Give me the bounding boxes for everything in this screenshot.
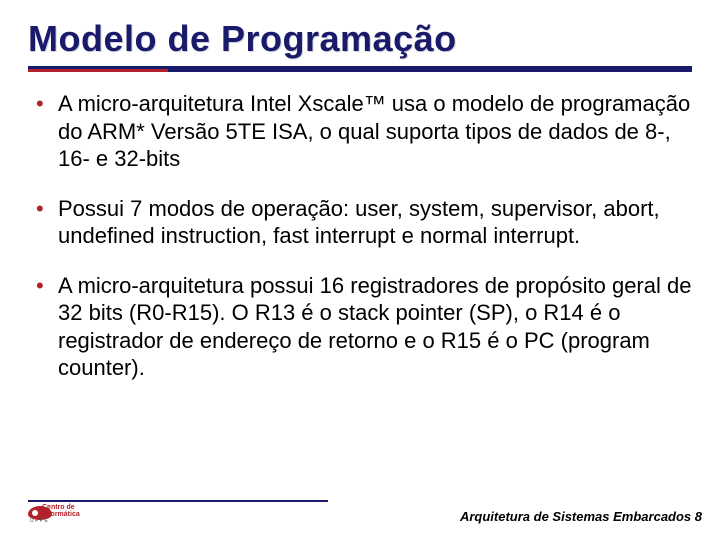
institution-logo: Centro deInformática UFPE bbox=[28, 504, 72, 524]
logo-text: Centro deInformática bbox=[42, 504, 80, 518]
bullet-item: A micro-arquitetura possui 16 registrado… bbox=[34, 272, 692, 382]
footer-text: Arquitetura de Sistemas Embarcados 8 bbox=[460, 509, 702, 524]
bullet-item: Possui 7 modos de operação: user, system… bbox=[34, 195, 692, 250]
bullet-item: A micro-arquitetura Intel Xscale™ usa o … bbox=[34, 90, 692, 173]
bullet-list: A micro-arquitetura Intel Xscale™ usa o … bbox=[28, 90, 692, 382]
title-rule bbox=[28, 66, 692, 72]
logo-subtext: UFPE bbox=[30, 518, 49, 524]
slide: Modelo de Programação A micro-arquitetur… bbox=[0, 0, 720, 540]
title-rule-accent bbox=[28, 69, 168, 72]
footer: Centro deInformática UFPE Arquitetura de… bbox=[28, 500, 702, 524]
footer-rule bbox=[28, 500, 328, 502]
slide-title: Modelo de Programação bbox=[28, 18, 692, 60]
